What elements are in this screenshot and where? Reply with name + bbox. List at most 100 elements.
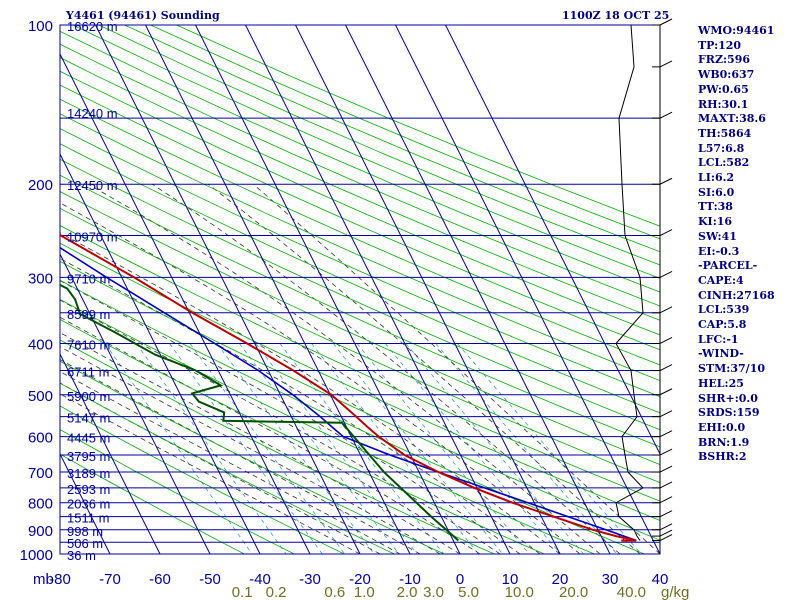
height-label: 9710 m	[67, 271, 110, 286]
index-item: CAPE:4	[698, 273, 744, 287]
x-axis-unit-label: mb	[33, 571, 54, 588]
moist-adiabat	[60, 280, 521, 554]
temperature-axis: -80 -70 -60 -50 -40 -30 -20 -10 0 10 20 30 40	[49, 571, 668, 588]
index-item: FRZ:596	[698, 53, 751, 67]
height-label: 5900 m	[67, 389, 110, 404]
mixing-ratio-line	[216, 343, 375, 554]
height-label: 5147 m	[67, 411, 110, 426]
pressure-axis: 100 200 300 400 500 600 700 800 900 1000	[20, 18, 53, 564]
moist-adiabat	[207, 183, 641, 554]
isotherms	[0, 25, 660, 554]
sounding-time: 1100Z 18 OCT 25	[562, 9, 670, 22]
index-item: SHR+:0.0	[698, 391, 758, 405]
mixing-ratio-label: 5.0	[458, 584, 479, 600]
height-label: 7610 m	[67, 337, 110, 352]
mixing-ratio-label: 10.0	[505, 584, 534, 600]
wind-barb	[659, 306, 673, 314]
moist-adiabat	[60, 346, 441, 554]
pressure-tick-label: 900	[28, 523, 53, 540]
index-item: PW:0.65	[698, 82, 749, 96]
height-label: 3189 m	[67, 466, 110, 481]
temperature-tick-label: -50	[199, 571, 221, 588]
dry-adiabat	[60, 225, 660, 502]
wind-barb	[659, 60, 673, 68]
isotherm-line	[445, 25, 660, 456]
isobars	[59, 24, 661, 555]
pressure-tick-label: 200	[28, 177, 53, 194]
mixing-ratio-label: 0.2	[266, 584, 287, 600]
wind-barb	[659, 177, 673, 185]
wind-barb	[659, 534, 673, 541]
temperature-tick-label: 10	[502, 571, 519, 588]
mixing-ratio-line	[332, 343, 504, 554]
wind-barb	[659, 388, 673, 396]
index-item: RH:30.1	[698, 97, 749, 111]
index-item: LCL:582	[698, 156, 750, 170]
index-item: EI:-0.3	[698, 244, 740, 258]
index-item: BRN:1.9	[698, 435, 750, 449]
mixing-ratio-label: 20.0	[559, 584, 588, 600]
stability-indices-list: WMO:94461 TP:120 FRZ:596 WB0:637 PW:0.65 RH:3…	[698, 24, 775, 465]
isotherm-line	[195, 25, 461, 554]
moist-adiabat	[60, 257, 541, 554]
index-item: LI:6.2	[698, 171, 735, 185]
wind-barb	[659, 270, 673, 278]
wind-barb	[659, 465, 673, 473]
index-item: KI:16	[698, 215, 733, 229]
index-item: LCL:539	[698, 303, 750, 317]
wind-hodograph-trace	[615, 24, 644, 541]
height-label: 8599 m	[67, 307, 110, 322]
index-item: MAXT:38.6	[698, 112, 766, 126]
height-label: 36 m	[67, 548, 96, 563]
isotherm-line	[95, 25, 361, 554]
temperature-tick-label: -30	[299, 571, 321, 588]
height-label: 998 m	[67, 524, 103, 539]
temperature-tick-label: 0	[456, 571, 464, 588]
wind-barb	[659, 410, 673, 418]
pressure-tick-label: 700	[28, 465, 53, 482]
pressure-tick-label: 100	[28, 18, 53, 35]
pressure-tick-label: 400	[28, 336, 53, 353]
wind-barb	[659, 510, 673, 518]
wind-barb	[659, 229, 673, 236]
parcel-trace	[60, 246, 637, 542]
index-item: LFC:-1	[698, 332, 739, 346]
index-item: -PARCEL-	[698, 259, 758, 273]
wind-profile	[615, 18, 673, 554]
height-labels: 16620 m 14240 m 12450 m 10970 m 9710 m 8599 m…	[67, 19, 118, 563]
wind-barb	[659, 364, 673, 371]
height-label: 4445 m	[67, 431, 110, 446]
temperature-tick-label: -70	[99, 571, 121, 588]
wind-barb	[659, 529, 673, 537]
isotherm-line	[0, 25, 10, 554]
height-label: 16620 m	[67, 19, 118, 34]
mixing-ratio-label: 1.0	[354, 584, 375, 600]
height-label: 6711 m	[67, 365, 109, 380]
height-label: 10970 m	[67, 230, 118, 245]
index-item: SRDS:159	[698, 406, 760, 420]
index-item: BSHR:2	[698, 450, 747, 464]
isotherm-line	[60, 452, 111, 554]
isotherm-line	[245, 25, 511, 554]
temperature-tick-label: -40	[249, 571, 271, 588]
wind-barb	[659, 481, 673, 489]
height-label: 14240 m	[67, 106, 118, 121]
temperature-tick-label: -20	[349, 571, 371, 588]
temperature-tick-label: -80	[49, 571, 71, 588]
pressure-tick-label: 600	[28, 430, 53, 447]
index-item: WB0:637	[698, 68, 755, 82]
wind-barb	[659, 111, 673, 119]
mixing-ratio-label: 0.1	[232, 584, 253, 600]
isotherm-line	[295, 25, 561, 554]
profiles	[60, 233, 637, 542]
isotherm-line	[145, 25, 411, 554]
index-item: L57:6.8	[698, 141, 745, 155]
height-label: 1511 m	[67, 511, 109, 526]
temperature-tick-label: 30	[602, 571, 619, 588]
isotherm-line	[60, 352, 161, 554]
temperature-trace	[60, 233, 637, 542]
pressure-tick-label: 500	[28, 388, 53, 405]
dry-adiabat	[98, 25, 660, 266]
temperature-tick-label: -60	[149, 571, 171, 588]
